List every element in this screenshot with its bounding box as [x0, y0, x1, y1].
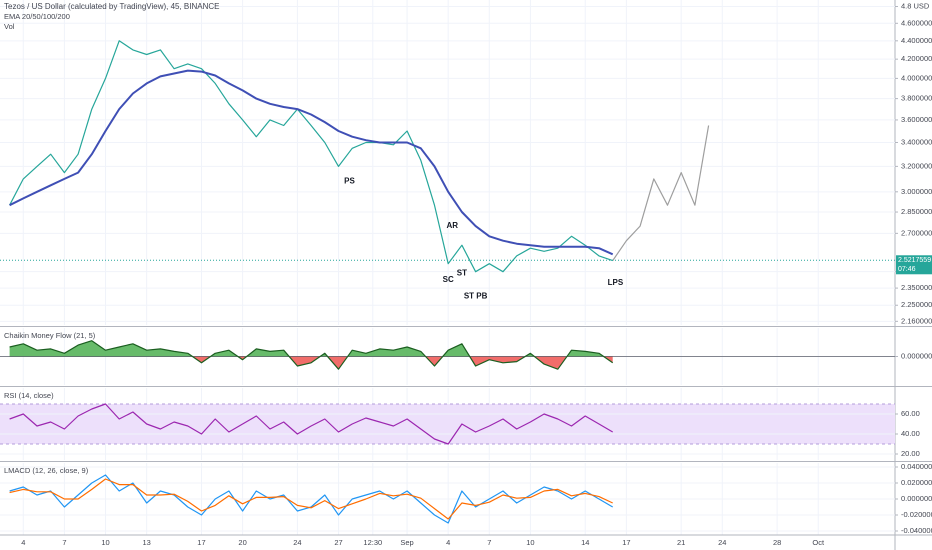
price-tag-time: 07:46	[898, 266, 916, 273]
price-line	[9, 69, 614, 256]
x-tick-label: 20	[238, 538, 246, 547]
pane	[9, 474, 614, 524]
x-tick-label: Sep	[400, 538, 413, 547]
annotation: ST PB	[464, 292, 488, 301]
x-tick-label: 12:30	[363, 538, 382, 547]
y-tick-label: 40.00	[901, 429, 920, 438]
y-tick-label: 2.3500000	[901, 283, 932, 292]
x-tick-label: 17	[197, 538, 205, 547]
x-tick-label: 24	[718, 538, 726, 547]
y-tick-label: 3.6000000	[901, 115, 932, 124]
cmf-line	[9, 340, 614, 370]
price-tag	[896, 255, 932, 275]
y-tick-label: 0.0000000	[901, 351, 932, 360]
y-tick-label: 4.4000000	[901, 36, 932, 45]
price-tag-label: 2.5217559	[898, 257, 931, 264]
y-tick-label: 4.8 USD ID	[901, 2, 932, 11]
x-tick-label: 14	[581, 538, 589, 547]
pane	[9, 403, 614, 445]
pane-title: RSI (14, close)	[4, 391, 54, 400]
annotation: ST	[457, 268, 467, 277]
price-line	[612, 125, 710, 261]
lmacd-line	[9, 478, 613, 520]
y-tick-label: 3.0000000	[901, 187, 932, 196]
annotation: SC	[443, 275, 454, 284]
cmf-negative-fill	[9, 356, 613, 370]
annotation: LPS	[608, 278, 624, 287]
y-tick-label: 60.00	[901, 409, 920, 418]
chart-header: Vol	[4, 22, 15, 31]
x-tick-label: 28	[773, 538, 781, 547]
annotation: AR	[447, 221, 459, 230]
x-tick-label: 27	[334, 538, 342, 547]
x-tick-label: 4	[446, 538, 450, 547]
price-line	[9, 40, 613, 273]
x-tick-label: 24	[293, 538, 301, 547]
y-tick-label: 2.7000000	[901, 228, 932, 237]
y-tick-label: 2.1600000	[901, 316, 932, 325]
x-tick-label: 10	[101, 538, 109, 547]
x-tick-label: Oct	[812, 538, 825, 547]
x-tick-label: 10	[526, 538, 534, 547]
x-tick-label: 4	[21, 538, 25, 547]
pane	[0, 340, 895, 370]
y-tick-label: 3.4000000	[901, 137, 932, 146]
chart-header: EMA 20/50/100/200	[4, 12, 70, 21]
y-tick-label: 2.8500000	[901, 207, 932, 216]
y-tick-label: 4.6000000	[901, 18, 932, 27]
pane	[9, 40, 710, 273]
chart-header: Tezos / US Dollar (calculated by Trading…	[4, 2, 220, 11]
y-tick-label: 0.0000000	[901, 494, 932, 503]
x-tick-label: 7	[487, 538, 491, 547]
rsi-band	[0, 404, 895, 444]
y-tick-label: 4.0000000	[901, 73, 932, 82]
pane-title: Chaikin Money Flow (21, 5)	[4, 331, 96, 340]
y-tick-label: 2.2500000	[901, 300, 932, 309]
y-tick-label: 3.2000000	[901, 161, 932, 170]
rsi-line	[9, 403, 614, 445]
x-tick-label: 13	[142, 538, 150, 547]
pane-title: LMACD (12, 26, close, 9)	[4, 466, 89, 475]
annotation: PS	[344, 177, 355, 186]
x-tick-label: 21	[677, 538, 685, 547]
y-tick-label: 20.00	[901, 449, 920, 458]
y-tick-label: 4.2000000	[901, 54, 932, 63]
x-tick-label: 17	[622, 538, 630, 547]
y-tick-label: 3.8000000	[901, 94, 932, 103]
x-tick-label: 7	[62, 538, 66, 547]
